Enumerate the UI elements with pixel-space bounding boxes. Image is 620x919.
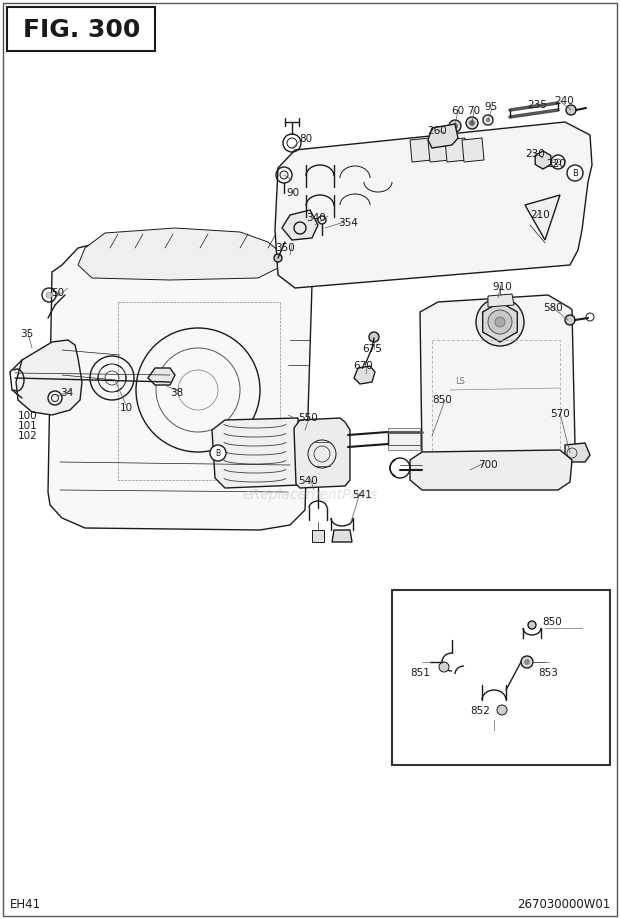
Polygon shape [388, 428, 420, 450]
Text: 235: 235 [527, 100, 547, 110]
Circle shape [567, 165, 583, 181]
Polygon shape [48, 235, 312, 530]
Text: 670: 670 [353, 361, 373, 371]
Circle shape [439, 662, 449, 672]
Text: LS: LS [455, 377, 465, 386]
Circle shape [449, 120, 461, 132]
Text: 101: 101 [18, 421, 38, 431]
Bar [118, 302, 280, 480]
Circle shape [46, 292, 52, 298]
Text: 50: 50 [51, 288, 64, 298]
Text: 550: 550 [298, 413, 317, 423]
Polygon shape [462, 138, 484, 162]
Text: 354: 354 [338, 218, 358, 228]
Circle shape [528, 621, 536, 629]
Circle shape [497, 705, 507, 715]
Text: 100: 100 [18, 411, 38, 421]
Text: 675: 675 [362, 344, 382, 354]
Circle shape [466, 117, 478, 129]
Text: 230: 230 [525, 149, 545, 159]
Text: B: B [572, 168, 578, 177]
Circle shape [525, 660, 529, 664]
Polygon shape [483, 302, 517, 342]
Circle shape [566, 105, 576, 115]
Text: 851: 851 [410, 668, 430, 678]
Polygon shape [148, 368, 175, 385]
Polygon shape [488, 294, 514, 307]
Bar [7, 7, 155, 51]
Polygon shape [275, 122, 592, 288]
Text: 38: 38 [170, 388, 184, 398]
Text: 540: 540 [298, 476, 317, 486]
Text: eReplacementParts: eReplacementParts [242, 488, 378, 502]
Text: 35: 35 [20, 329, 33, 339]
Polygon shape [332, 530, 352, 542]
Polygon shape [16, 340, 82, 415]
Text: 90: 90 [286, 188, 299, 198]
Text: 910: 910 [492, 282, 512, 292]
Polygon shape [445, 138, 467, 162]
Polygon shape [410, 138, 432, 162]
Text: 852: 852 [470, 706, 490, 716]
Text: 580: 580 [543, 303, 563, 313]
Text: 340: 340 [306, 213, 326, 223]
Circle shape [274, 254, 282, 262]
Text: 570: 570 [550, 409, 570, 419]
Polygon shape [312, 530, 324, 542]
Polygon shape [428, 124, 458, 148]
Circle shape [210, 445, 226, 461]
Circle shape [486, 118, 490, 122]
Polygon shape [525, 195, 560, 240]
Circle shape [453, 123, 458, 129]
Circle shape [476, 298, 524, 346]
Text: 102: 102 [18, 431, 38, 441]
Polygon shape [78, 228, 280, 280]
Circle shape [495, 317, 505, 327]
Text: FIG. 300: FIG. 300 [24, 18, 141, 42]
Polygon shape [420, 295, 575, 468]
Circle shape [488, 310, 512, 334]
Polygon shape [565, 443, 590, 462]
Text: 850: 850 [432, 395, 452, 405]
Text: 220: 220 [546, 159, 565, 169]
Text: EH41: EH41 [10, 898, 41, 911]
Text: 10: 10 [120, 403, 133, 413]
Polygon shape [294, 418, 350, 488]
Text: 80: 80 [299, 134, 312, 144]
Text: 700: 700 [478, 460, 498, 470]
Text: 267030000W01: 267030000W01 [516, 898, 610, 911]
Circle shape [565, 315, 575, 325]
Text: B: B [215, 448, 221, 458]
Text: 850: 850 [542, 617, 562, 627]
Text: 95: 95 [484, 102, 497, 112]
Text: 210: 210 [530, 210, 550, 220]
Polygon shape [282, 210, 318, 240]
Circle shape [469, 120, 474, 126]
Text: 70: 70 [467, 106, 480, 116]
Polygon shape [428, 138, 450, 162]
Circle shape [369, 332, 379, 342]
Polygon shape [354, 366, 375, 384]
Bar [392, 590, 610, 765]
Polygon shape [212, 418, 300, 488]
Circle shape [521, 656, 533, 668]
Polygon shape [535, 151, 551, 169]
Text: 350: 350 [275, 243, 294, 253]
Text: 853: 853 [538, 668, 558, 678]
Text: 60: 60 [451, 106, 464, 116]
Text: 260: 260 [427, 126, 447, 136]
Text: 34: 34 [60, 388, 73, 398]
Polygon shape [410, 450, 572, 490]
Bar [432, 340, 560, 452]
Text: 240: 240 [554, 96, 574, 106]
Text: 541: 541 [352, 490, 372, 500]
